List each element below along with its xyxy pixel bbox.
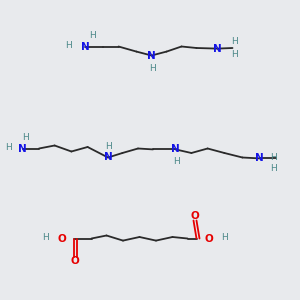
Text: N: N [213,44,222,54]
Text: N: N [147,50,156,61]
Text: H: H [66,40,72,50]
Text: H: H [271,153,277,162]
Text: N: N [103,152,112,163]
Text: O: O [57,233,66,244]
Text: H: H [22,133,29,142]
Text: H: H [89,31,95,40]
Text: N: N [81,41,90,52]
Text: H: H [173,158,179,166]
Text: H: H [149,64,155,73]
Text: N: N [171,144,180,154]
Text: N: N [18,143,27,154]
Text: H: H [231,37,237,46]
Text: H: H [105,142,112,151]
Text: H: H [43,232,49,242]
Text: N: N [255,153,264,164]
Text: H: H [5,143,11,152]
Text: O: O [71,256,80,266]
Text: H: H [221,232,227,242]
Text: H: H [271,164,277,172]
Text: H: H [231,50,237,59]
Text: O: O [190,211,200,221]
Text: O: O [205,233,214,244]
